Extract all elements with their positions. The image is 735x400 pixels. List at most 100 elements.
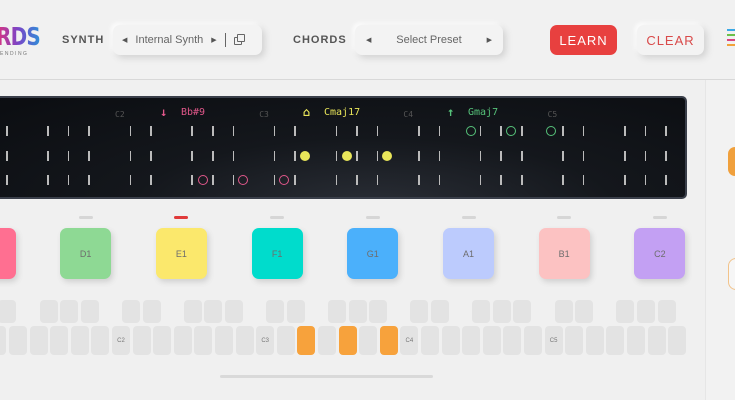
grid-tick bbox=[129, 151, 132, 161]
white-key-G2[interactable] bbox=[194, 326, 213, 355]
side-toggle[interactable] bbox=[728, 258, 735, 290]
white-key-C5[interactable]: C5 bbox=[544, 326, 563, 355]
black-key-Dsharp3[interactable] bbox=[286, 300, 305, 323]
grid-tick bbox=[6, 175, 8, 185]
white-key-G1[interactable] bbox=[50, 326, 69, 355]
grid-tick bbox=[47, 126, 49, 136]
chord-pad-A1[interactable]: A1 bbox=[443, 228, 494, 279]
chord-pad-G1[interactable]: G1 bbox=[347, 228, 399, 279]
black-key-Dsharp4[interactable] bbox=[431, 300, 449, 323]
white-key-D4[interactable] bbox=[421, 326, 439, 355]
white-key-E4[interactable] bbox=[441, 326, 460, 355]
black-key-Csharp2[interactable] bbox=[122, 300, 140, 323]
next-preset-icon[interactable]: ▶ bbox=[486, 37, 492, 44]
white-key-C2[interactable]: C2 bbox=[112, 326, 130, 355]
white-key-A4[interactable] bbox=[503, 326, 522, 355]
black-key-Csharp3[interactable] bbox=[266, 300, 285, 323]
white-key-D2[interactable] bbox=[132, 326, 151, 355]
white-key-B1[interactable] bbox=[91, 326, 110, 355]
white-key-A2[interactable] bbox=[215, 326, 233, 355]
learn-button[interactable]: LEARN bbox=[550, 25, 617, 55]
black-key-Asharp3[interactable] bbox=[369, 300, 388, 323]
black-key-Fsharp2[interactable] bbox=[183, 300, 202, 323]
white-key-F1[interactable] bbox=[29, 326, 48, 355]
black-key-Dsharp1[interactable] bbox=[0, 300, 17, 323]
grid-tick bbox=[479, 151, 482, 161]
logo: RDS bbox=[0, 22, 41, 51]
white-key-A5[interactable] bbox=[647, 326, 666, 355]
white-key-B5[interactable] bbox=[668, 326, 687, 355]
chord-pad-C2[interactable]: C2 bbox=[634, 228, 686, 279]
white-key-E1[interactable] bbox=[9, 326, 27, 355]
menu-icon[interactable] bbox=[727, 29, 735, 49]
white-key-A3[interactable] bbox=[359, 326, 378, 355]
grid-tick bbox=[67, 175, 70, 185]
chord-pad-E1[interactable]: E1 bbox=[155, 228, 207, 279]
next-synth-icon[interactable]: ▶ bbox=[211, 37, 217, 44]
horizontal-scrollbar[interactable] bbox=[220, 375, 433, 378]
grid-tick bbox=[191, 151, 193, 161]
white-key-G3[interactable] bbox=[338, 326, 357, 355]
black-key-Csharp4[interactable] bbox=[410, 300, 429, 323]
white-key-E3[interactable] bbox=[297, 326, 316, 355]
black-key-Asharp5[interactable] bbox=[657, 300, 676, 323]
chord-pad-D1[interactable]: D1 bbox=[60, 228, 112, 279]
white-key-F3[interactable] bbox=[318, 326, 336, 355]
white-key-C3[interactable]: C3 bbox=[256, 326, 275, 355]
chord-pad[interactable] bbox=[0, 228, 16, 279]
black-key-Gsharp3[interactable] bbox=[348, 300, 367, 323]
black-key-Fsharp5[interactable] bbox=[616, 300, 635, 323]
white-key-B4[interactable] bbox=[524, 326, 542, 355]
white-key-G4[interactable] bbox=[482, 326, 501, 355]
white-key-D5[interactable] bbox=[565, 326, 584, 355]
white-key-E5[interactable] bbox=[585, 326, 604, 355]
white-key-F5[interactable] bbox=[606, 326, 625, 355]
white-key-D3[interactable] bbox=[276, 326, 295, 355]
grid-tick bbox=[273, 175, 276, 185]
chords-label: CHORDS bbox=[293, 34, 347, 46]
white-key-F4[interactable] bbox=[462, 326, 481, 355]
grid-tick bbox=[665, 126, 667, 136]
black-key-Fsharp3[interactable] bbox=[328, 300, 346, 323]
white-key-D1[interactable] bbox=[0, 326, 7, 355]
white-key-B3[interactable] bbox=[379, 326, 398, 355]
black-key-Csharp5[interactable] bbox=[554, 300, 573, 323]
white-key-E2[interactable] bbox=[153, 326, 172, 355]
black-key-Fsharp4[interactable] bbox=[472, 300, 491, 323]
chord-note-marker bbox=[342, 151, 352, 161]
grid-tick bbox=[335, 151, 338, 161]
grid-tick bbox=[47, 175, 49, 185]
grid-tick bbox=[150, 151, 152, 161]
black-key-Gsharp1[interactable] bbox=[60, 300, 79, 323]
black-key-Dsharp5[interactable] bbox=[575, 300, 594, 323]
duplicate-icon[interactable] bbox=[233, 34, 246, 46]
prev-synth-icon[interactable]: ◀ bbox=[122, 37, 128, 44]
black-key-Fsharp1[interactable] bbox=[39, 300, 58, 323]
grid-tick bbox=[356, 126, 358, 136]
white-key-C4[interactable]: C4 bbox=[400, 326, 419, 355]
black-key-Asharp1[interactable] bbox=[80, 300, 99, 323]
preset-selector[interactable]: ◀ Select Preset ▶ bbox=[355, 25, 503, 55]
grid-tick bbox=[562, 175, 564, 185]
chord-note-marker bbox=[300, 151, 310, 161]
black-key-Gsharp5[interactable] bbox=[637, 300, 655, 323]
black-key-Asharp2[interactable] bbox=[225, 300, 243, 323]
synth-value: Internal Synth bbox=[135, 34, 204, 46]
pad-indicator bbox=[652, 216, 667, 219]
black-key-Gsharp2[interactable] bbox=[204, 300, 223, 323]
synth-selector[interactable]: ◀ Internal Synth ▶ bbox=[113, 25, 262, 55]
white-key-B2[interactable] bbox=[235, 326, 254, 355]
white-key-A1[interactable] bbox=[70, 326, 89, 355]
chord-pad-F1[interactable]: F1 bbox=[251, 228, 303, 279]
prev-preset-icon[interactable]: ◀ bbox=[366, 37, 372, 44]
side-toggle-active[interactable] bbox=[728, 147, 735, 176]
black-key-Gsharp4[interactable] bbox=[492, 300, 511, 323]
white-key-F2[interactable] bbox=[173, 326, 192, 355]
home-icon: ⌂ bbox=[303, 105, 311, 119]
black-key-Asharp4[interactable] bbox=[513, 300, 532, 323]
white-key-G5[interactable] bbox=[627, 326, 645, 355]
black-key-Dsharp2[interactable] bbox=[142, 300, 161, 323]
grid-tick bbox=[191, 175, 193, 185]
chord-pad-B1[interactable]: B1 bbox=[538, 228, 590, 279]
clear-button[interactable]: CLEAR bbox=[637, 25, 704, 55]
